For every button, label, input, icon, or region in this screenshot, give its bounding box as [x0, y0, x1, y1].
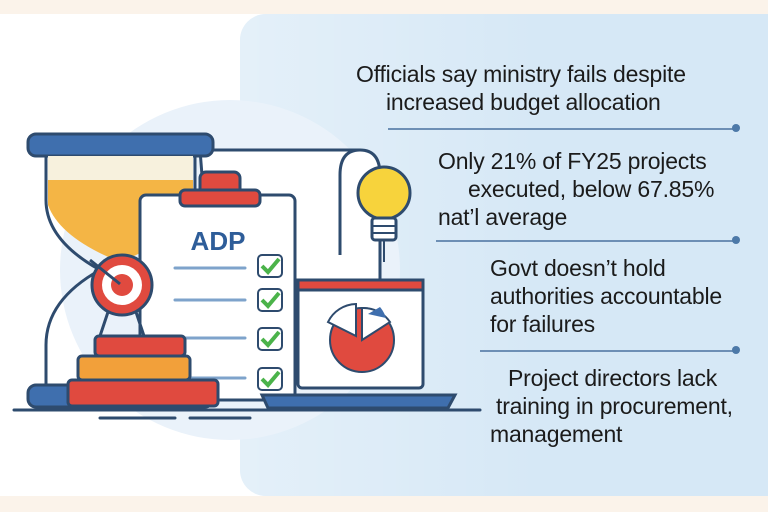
point-line: increased budget allocation	[386, 89, 661, 115]
pie-chart-icon	[326, 302, 395, 373]
point-line: for failures	[490, 311, 595, 337]
divider-dot	[732, 124, 740, 132]
point-line: Govt doesn’t hold	[490, 255, 666, 281]
divider-line	[480, 350, 736, 352]
point-line: Project directors lack	[508, 365, 718, 391]
checkmark-icon	[257, 254, 283, 391]
point-line: executed, below 67.85%	[468, 176, 715, 202]
point-2: Only 21% of FY25 projects executed, belo…	[438, 147, 714, 231]
point-line: authorities accountable	[490, 283, 722, 309]
divider-line	[388, 128, 736, 130]
point-line: Officials say ministry fails despite	[356, 61, 686, 87]
divider-dot	[732, 346, 740, 354]
point-line: management	[490, 421, 623, 447]
shelf-line	[12, 408, 482, 420]
laptop-icon	[259, 278, 458, 410]
point-line: training in procurement,	[496, 393, 733, 419]
point-line: nat’l average	[438, 204, 568, 230]
point-4: Project directors lack training in procu…	[490, 364, 733, 448]
point-3: Govt doesn’t hold authorities accountabl…	[490, 254, 722, 338]
lightbulb-icon	[356, 165, 412, 262]
divider-dot	[732, 236, 740, 244]
point-line: Only 21% of FY25 projects	[438, 148, 707, 174]
clipboard-label: ADP	[191, 226, 246, 256]
target-icon	[89, 253, 154, 337]
point-1: Officials say ministry fails despite inc…	[356, 60, 686, 116]
divider-line	[436, 240, 736, 242]
books-icon	[66, 334, 220, 408]
